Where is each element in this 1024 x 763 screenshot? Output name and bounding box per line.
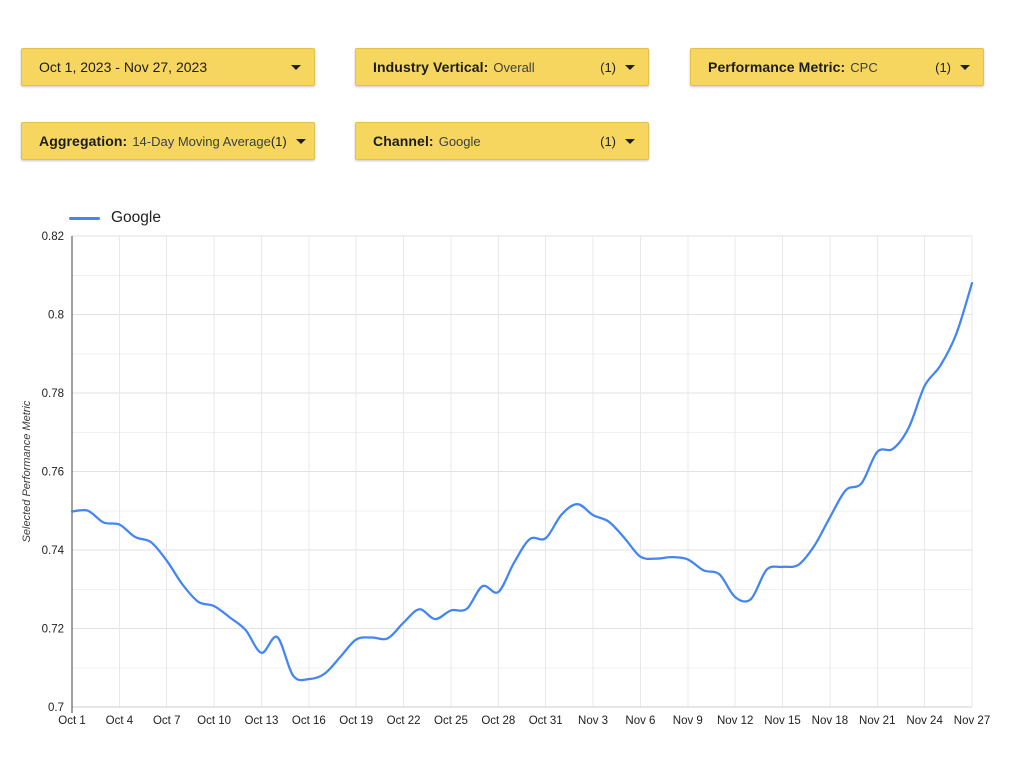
x-tick-label: Nov 21	[859, 715, 895, 727]
x-tick-label: Oct 19	[339, 715, 373, 727]
x-tick-label: Oct 16	[292, 715, 326, 727]
aggregation-value: 14-Day Moving Average	[132, 134, 271, 149]
x-tick-label: Oct 1	[58, 715, 85, 727]
legend-label: Google	[111, 209, 161, 226]
y-axis-title: Selected Performance Metric	[21, 400, 33, 542]
channel-label: Channel:	[373, 133, 434, 149]
x-tick-label: Nov 15	[764, 715, 800, 727]
x-tick-label: Nov 18	[812, 715, 848, 727]
performance-metric-count: (1)	[935, 59, 951, 75]
y-tick-label: 0.74	[42, 545, 65, 557]
x-tick-label: Oct 31	[529, 715, 563, 727]
y-tick-label: 0.72	[42, 624, 64, 636]
industry-vertical-filter-button[interactable]: Industry Vertical: Overall (1)	[355, 48, 649, 86]
performance-metric-filter-button[interactable]: Performance Metric: CPC (1)	[690, 48, 984, 86]
chevron-down-icon	[625, 138, 635, 144]
x-tick-label: Oct 13	[245, 715, 279, 727]
x-tick-label: Oct 7	[153, 715, 180, 727]
performance-metric-value: CPC	[850, 60, 878, 75]
channel-count: (1)	[600, 133, 616, 149]
industry-vertical-label: Industry Vertical:	[373, 59, 489, 75]
x-tick-label: Oct 25	[434, 715, 468, 727]
x-tick-label: Oct 10	[197, 715, 231, 727]
chevron-down-icon	[960, 64, 970, 70]
performance-metric-label: Performance Metric:	[708, 59, 846, 75]
date-range-text: Oct 1, 2023 - Nov 27, 2023	[39, 59, 208, 75]
date-range-filter-button[interactable]: Oct 1, 2023 - Nov 27, 2023	[21, 48, 315, 86]
x-tick-label: Nov 3	[578, 715, 608, 727]
x-tick-label: Nov 12	[717, 715, 753, 727]
x-tick-label: Oct 22	[387, 715, 421, 727]
chevron-down-icon	[291, 64, 301, 70]
channel-value: Google	[438, 134, 481, 149]
y-tick-label: 0.7	[48, 702, 64, 714]
y-tick-label: 0.76	[42, 467, 64, 479]
y-tick-label: 0.78	[42, 388, 64, 400]
x-tick-label: Oct 4	[106, 715, 134, 727]
y-tick-label: 0.82	[42, 231, 64, 243]
channel-filter-button[interactable]: Channel: Google (1)	[355, 122, 649, 160]
gridlines	[71, 235, 973, 713]
x-tick-label: Oct 28	[481, 715, 515, 727]
aggregation-filter-button[interactable]: Aggregation: 14-Day Moving Average (1)	[21, 122, 315, 160]
x-tick-label: Nov 24	[906, 715, 943, 727]
x-tick-label: Nov 6	[625, 715, 655, 727]
aggregation-count: (1)	[270, 133, 287, 149]
chevron-down-icon	[625, 64, 635, 70]
industry-vertical-value: Overall	[493, 60, 535, 75]
industry-vertical-count: (1)	[600, 59, 616, 75]
aggregation-label: Aggregation:	[39, 133, 128, 149]
x-tick-label: Nov 27	[954, 715, 990, 727]
x-tick-label: Nov 9	[673, 715, 703, 727]
axis-labels: 0.7 0.72 0.74 0.76 0.78 0.8 0.82 Oct 1 Oct 4 Oct …	[21, 231, 990, 727]
chart-line-google[interactable]	[70, 281, 974, 682]
legend-item-google[interactable]: Google	[69, 209, 161, 227]
y-tick-label: 0.8	[48, 310, 64, 322]
legend-line-swatch	[69, 216, 100, 220]
chevron-down-icon	[295, 138, 306, 144]
